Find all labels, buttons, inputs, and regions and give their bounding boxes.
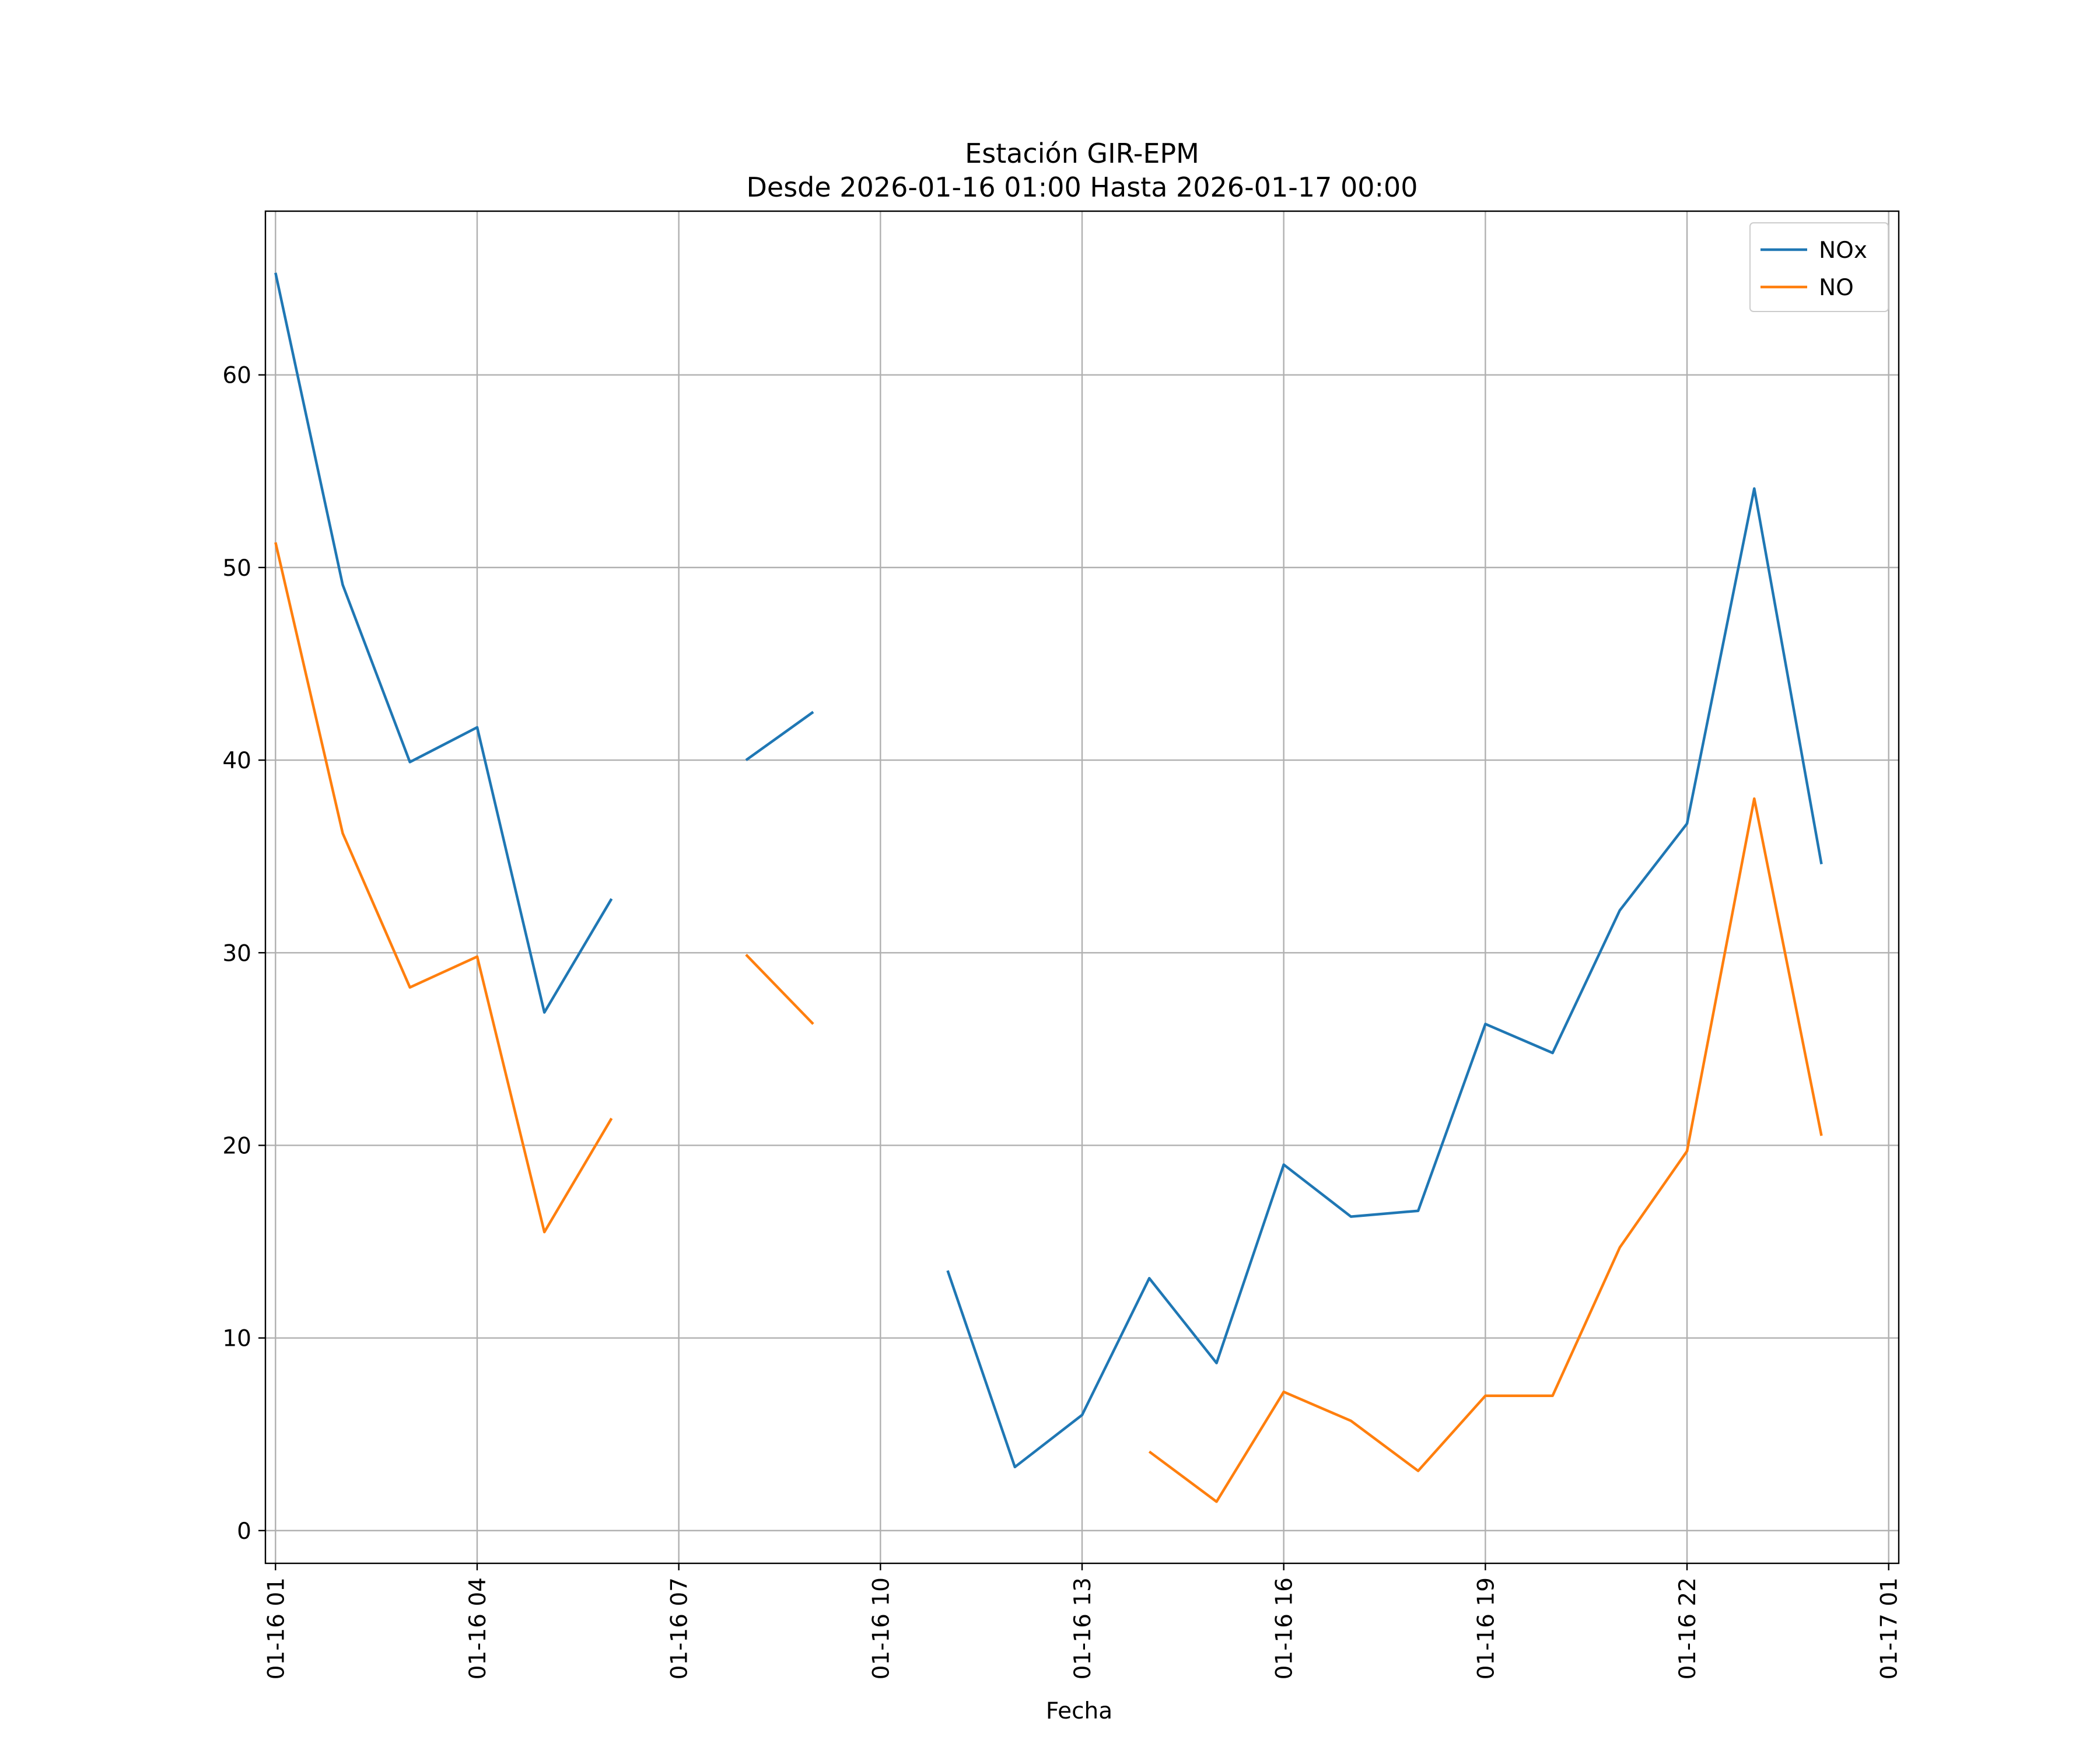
tick-layer: 01-16 01 01-16 04 01-16 07 01-16 10 01-16 13… bbox=[222, 363, 1902, 1680]
x-tick-label: 01-16 22 bbox=[1675, 1577, 1701, 1679]
y-tick-label: 50 bbox=[222, 555, 251, 582]
legend-box bbox=[1749, 222, 1889, 312]
y-tick-label: 30 bbox=[222, 940, 251, 967]
series-layer bbox=[274, 272, 1823, 1503]
x-tick-label: 01-16 01 bbox=[263, 1577, 289, 1679]
series-line-no bbox=[745, 954, 814, 1025]
x-tick-label: 01-16 19 bbox=[1473, 1577, 1499, 1679]
series-line-no bbox=[1148, 797, 1823, 1503]
x-tick-label: 01-16 16 bbox=[1272, 1577, 1298, 1679]
series-line-nox bbox=[946, 487, 1823, 1469]
series-line-nox bbox=[745, 710, 814, 761]
y-tick-label: 20 bbox=[222, 1133, 251, 1159]
grid-layer bbox=[265, 211, 1899, 1563]
legend: NOx NO bbox=[1749, 222, 1889, 312]
x-tick-label: 01-16 07 bbox=[667, 1577, 693, 1679]
x-tick-label: 01-16 10 bbox=[868, 1577, 894, 1679]
chart-subtitle: Desde 2026-01-16 01:00 Hasta 2026-01-17 … bbox=[746, 172, 1418, 203]
chart-title: Estación GIR-EPM bbox=[965, 138, 1199, 169]
series-line-nox bbox=[274, 272, 613, 1014]
series-line-no bbox=[274, 542, 613, 1234]
series-nox bbox=[274, 272, 1823, 1469]
y-tick-label: 0 bbox=[237, 1518, 251, 1545]
y-tick-label: 40 bbox=[222, 748, 251, 774]
series-no bbox=[274, 542, 1823, 1503]
x-tick-label: 01-17 01 bbox=[1877, 1577, 1903, 1679]
y-tick-label: 10 bbox=[222, 1326, 251, 1352]
legend-label-no: NO bbox=[1819, 275, 1854, 301]
legend-label-nox: NOx bbox=[1819, 237, 1867, 264]
y-tick-label: 60 bbox=[222, 363, 251, 389]
x-tick-label: 01-16 13 bbox=[1070, 1577, 1096, 1679]
x-axis-label: Fecha bbox=[1046, 1698, 1112, 1724]
x-tick-label: 01-16 04 bbox=[465, 1577, 491, 1679]
